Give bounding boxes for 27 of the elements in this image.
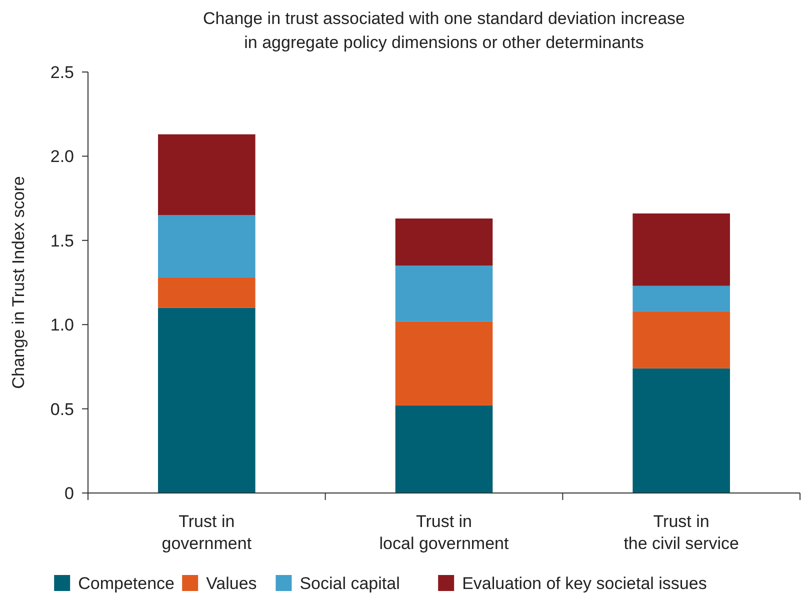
x-tick-label: Trust in the civil service xyxy=(624,512,739,553)
y-tick-label: 1.5 xyxy=(50,231,74,250)
bar xyxy=(395,321,493,406)
bar xyxy=(158,308,256,493)
x-tick-label: Trust in local government xyxy=(379,512,509,553)
y-tick-label: 1.0 xyxy=(50,316,74,335)
bar xyxy=(632,213,730,286)
bar xyxy=(632,311,730,368)
x-tick-label: Trust in government xyxy=(162,512,252,553)
y-tick-label: 0.5 xyxy=(50,400,74,419)
y-axis-title: Change in Trust Index score xyxy=(9,176,28,389)
bar xyxy=(395,218,493,266)
bar xyxy=(158,277,256,308)
bar xyxy=(632,368,730,493)
chart-title: Change in trust associated with one standard deviation increase in aggregate policy dimensions or other determinants xyxy=(203,9,685,52)
bar xyxy=(632,286,730,312)
bar xyxy=(158,215,256,278)
bar xyxy=(158,134,256,216)
legend-label: Evaluation of key societal issues xyxy=(462,574,707,593)
bar xyxy=(395,405,493,493)
legend-label: Values xyxy=(206,574,257,593)
y-tick-label: 0 xyxy=(64,484,74,503)
legend-label: Social capital xyxy=(300,574,400,593)
bar xyxy=(395,266,493,322)
legend-label: Competence xyxy=(78,574,174,593)
y-tick-label: 2.5 xyxy=(50,62,74,82)
y-tick-label: 2.0 xyxy=(50,147,74,166)
